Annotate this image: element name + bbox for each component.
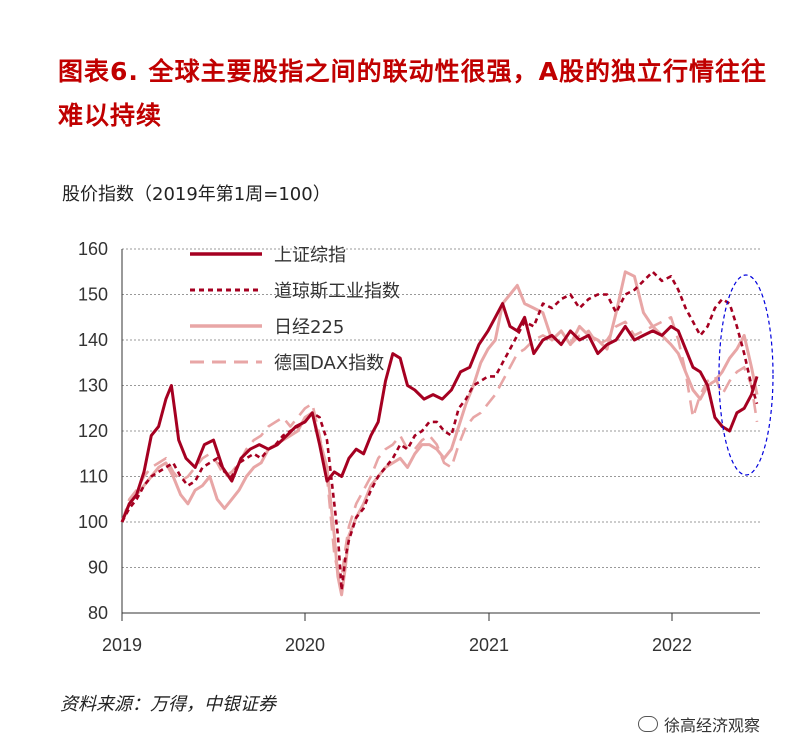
y-tick-label: 80 <box>88 603 108 623</box>
chart-title: 图表6. 全球主要股指之间的联动性很强，A股的独立行情往往难以持续 <box>58 57 767 130</box>
x-tick-label: 2020 <box>285 635 325 655</box>
source-note: 资料来源：万得，中银证券 <box>60 694 276 715</box>
y-tick-label: 140 <box>78 330 108 350</box>
y-tick-label: 120 <box>78 421 108 441</box>
x-tick-label: 2019 <box>102 635 142 655</box>
y-tick-label: 90 <box>88 558 108 578</box>
highlight-ellipse <box>718 274 774 476</box>
legend-label-3: 德国DAX指数 <box>274 353 384 374</box>
y-unit-label: 股价指数（2019年第1周=100） <box>62 184 331 205</box>
y-tick-label: 150 <box>78 285 108 305</box>
series-line-2 <box>120 270 759 597</box>
legend-label-0: 上证综指 <box>274 245 346 266</box>
series-line-0 <box>120 302 759 523</box>
y-tick-label: 110 <box>79 467 108 487</box>
x-tick-label: 2022 <box>652 635 692 655</box>
watermark: 徐高经济观察 <box>638 712 760 736</box>
series-line-3 <box>120 315 759 578</box>
y-tick-label: 130 <box>78 376 108 396</box>
wechat-icon <box>638 716 658 732</box>
legend-label-2: 日经225 <box>274 317 344 338</box>
watermark-text: 徐高经济观察 <box>664 716 761 735</box>
y-tick-label: 100 <box>78 512 108 532</box>
y-tick-label: 160 <box>78 239 108 259</box>
x-tick-label: 2021 <box>469 635 509 655</box>
legend-label-1: 道琼斯工业指数 <box>274 281 400 302</box>
